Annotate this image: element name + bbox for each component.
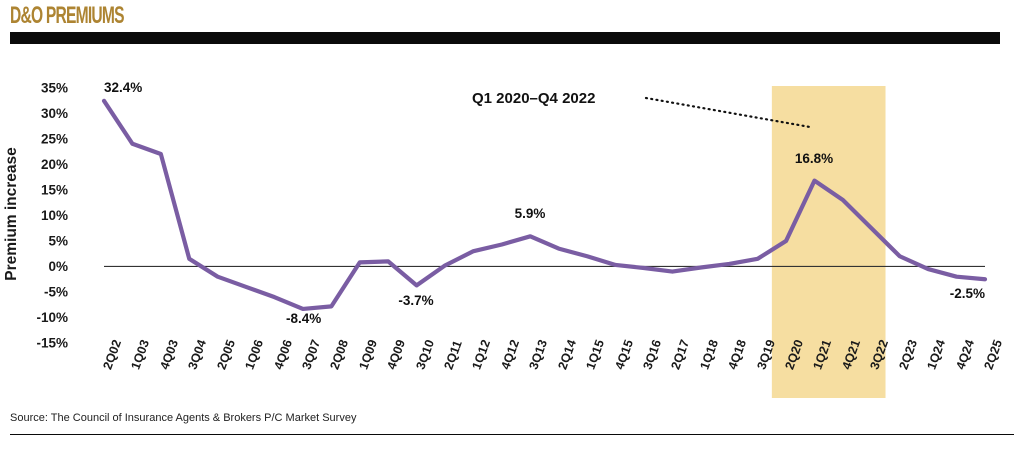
svg-text:16.8%: 16.8%	[795, 151, 833, 166]
svg-text:35%: 35%	[41, 81, 68, 96]
svg-text:30%: 30%	[41, 106, 68, 121]
svg-text:20%: 20%	[41, 157, 68, 172]
svg-text:32.4%: 32.4%	[104, 80, 142, 95]
svg-text:-5%: -5%	[44, 285, 68, 300]
svg-text:Premium increase: Premium increase	[3, 147, 20, 281]
svg-text:25%: 25%	[41, 132, 68, 147]
svg-text:-8.4%: -8.4%	[286, 311, 321, 326]
svg-text:-3.7%: -3.7%	[398, 293, 433, 308]
svg-text:Q1 2020–Q4 2022: Q1 2020–Q4 2022	[472, 90, 595, 107]
svg-text:0%: 0%	[48, 259, 68, 274]
svg-text:-15%: -15%	[36, 336, 68, 351]
svg-text:5.9%: 5.9%	[515, 206, 546, 221]
svg-text:10%: 10%	[41, 208, 68, 223]
svg-text:-10%: -10%	[36, 310, 68, 325]
svg-text:-2.5%: -2.5%	[950, 286, 985, 301]
svg-text:5%: 5%	[48, 234, 68, 249]
svg-text:15%: 15%	[41, 183, 68, 198]
